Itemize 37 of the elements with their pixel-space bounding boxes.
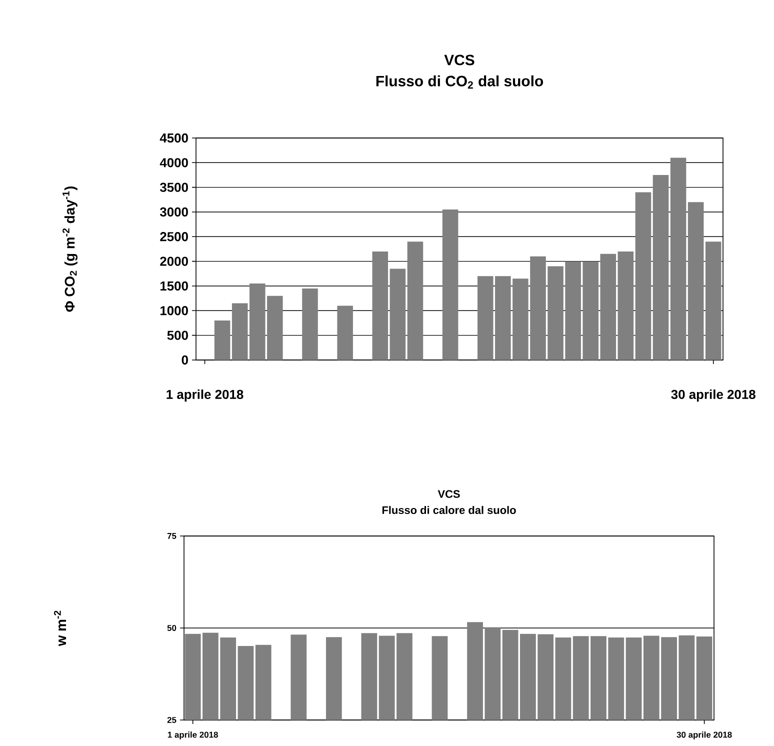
y-tick-label: 25 — [167, 716, 176, 723]
y-tick-label: 1000 — [160, 306, 188, 316]
y-tick-label: 1500 — [160, 281, 188, 291]
y-axis-title: w m$^{-2}$ — [54, 610, 66, 646]
x-tick-label: 1 aprile 2018 — [166, 389, 244, 402]
y-tick-label: 75 — [167, 533, 176, 539]
bar — [442, 210, 458, 360]
bar — [652, 174, 669, 360]
bar — [232, 303, 248, 360]
bar — [670, 158, 686, 360]
y-tick-label: 50 — [167, 624, 176, 631]
bar — [705, 242, 722, 360]
bar — [302, 288, 318, 360]
y-axis-title: Φ CO$_{2}$ (g m$^{-2}$ day$^{-1}$) — [62, 186, 78, 312]
bar — [337, 306, 353, 360]
x-tick-label: 1 aprile 2018 — [168, 732, 218, 740]
y-tick-label: 2500 — [160, 232, 188, 242]
bar — [635, 192, 652, 360]
chart-subtitle: Flusso di CO$_{2}$ dal suolo — [376, 75, 544, 89]
bar — [390, 268, 406, 360]
x-tick-label: 30 aprile 2018 — [676, 732, 732, 740]
bar — [372, 251, 388, 360]
y-tick-label: 4000 — [160, 158, 188, 168]
bar — [618, 251, 634, 360]
y-tick-label: 0 — [182, 355, 188, 365]
y-tick-label: 3000 — [160, 207, 188, 217]
chart-title: VCS — [438, 490, 460, 498]
y-tick-label: 500 — [167, 330, 188, 340]
chart-subtitle: Flusso di calore dal suolo — [382, 506, 516, 514]
y-tick-label: 4500 — [160, 133, 188, 143]
chart-title: VCS — [444, 54, 474, 66]
bar — [407, 242, 424, 360]
bar — [214, 320, 230, 360]
y-tick-label: 2000 — [160, 256, 188, 266]
bar — [688, 202, 704, 360]
x-tick-label: 30 aprile 2018 — [671, 389, 756, 402]
y-tick-label: 3500 — [160, 182, 188, 192]
